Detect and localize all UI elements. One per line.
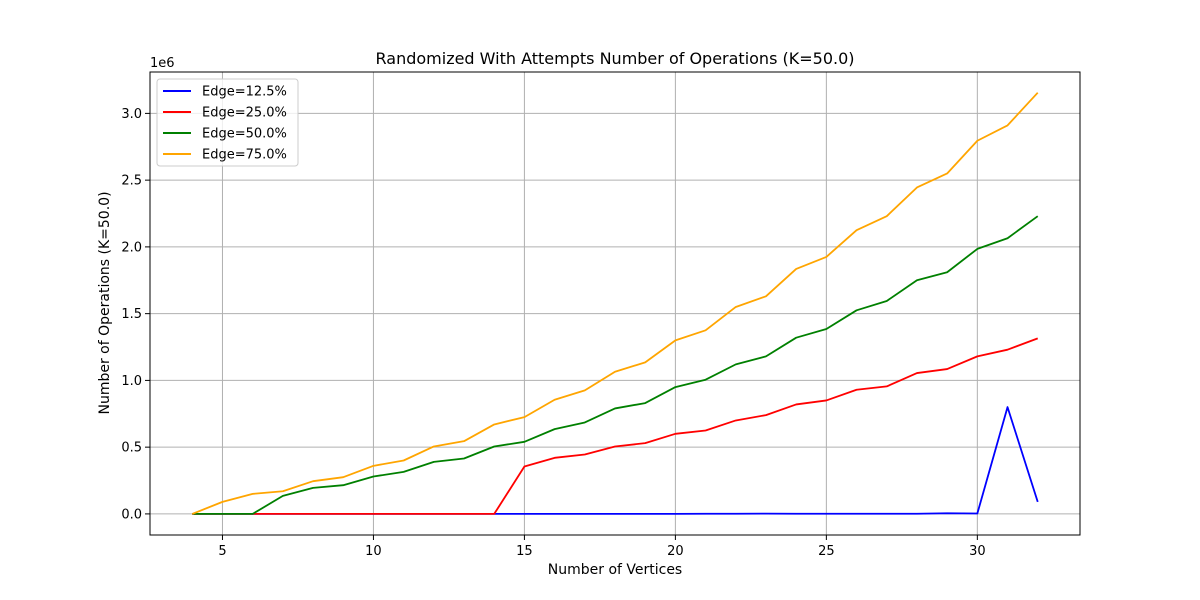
y-tick-label: 0.0: [121, 507, 142, 522]
y-tick-label: 3.0: [121, 107, 142, 122]
series-lines: [191, 92, 1039, 515]
legend-label: Edge=12.5%: [202, 85, 287, 100]
legend-label: Edge=50.0%: [202, 127, 287, 142]
legend: Edge=12.5% Edge=25.0% Edge=50.0% Edge=75.0%: [156, 78, 299, 167]
chart-title: Randomized With Attempts Number of Opera…: [376, 49, 855, 68]
plot-area-frame: [149, 71, 1081, 536]
legend-box: [156, 78, 299, 167]
x-tick-label: 5: [218, 544, 226, 559]
x-tick-label: 15: [516, 544, 533, 559]
x-tick-label: 20: [667, 544, 684, 559]
series-line: [191, 92, 1039, 515]
y-tick-label: 1.0: [121, 374, 142, 389]
x-axis-label: Number of Vertices: [548, 562, 682, 578]
y-tick-label: 2.0: [121, 240, 142, 255]
series-line: [192, 215, 1039, 515]
y-axis-offset-label: 1e6: [150, 56, 175, 71]
x-axis-ticks: 5 10 15 20 25 30: [218, 535, 986, 559]
x-tick-label: 10: [365, 544, 382, 559]
legend-label: Edge=75.0%: [202, 148, 287, 163]
y-tick-label: 2.5: [121, 174, 142, 189]
legend-label: Edge=25.0%: [202, 106, 287, 121]
x-tick-label: 25: [818, 544, 835, 559]
x-tick-label: 30: [969, 544, 986, 559]
y-tick-label: 1.5: [121, 307, 142, 322]
y-tick-label: 0.5: [121, 441, 142, 456]
series-line: [192, 337, 1039, 515]
y-axis-ticks: 0.0 0.5 1.0 1.5 2.0 2.5 3.0: [121, 107, 150, 522]
y-axis-label: Number of Operations (K=50.0): [97, 191, 113, 414]
